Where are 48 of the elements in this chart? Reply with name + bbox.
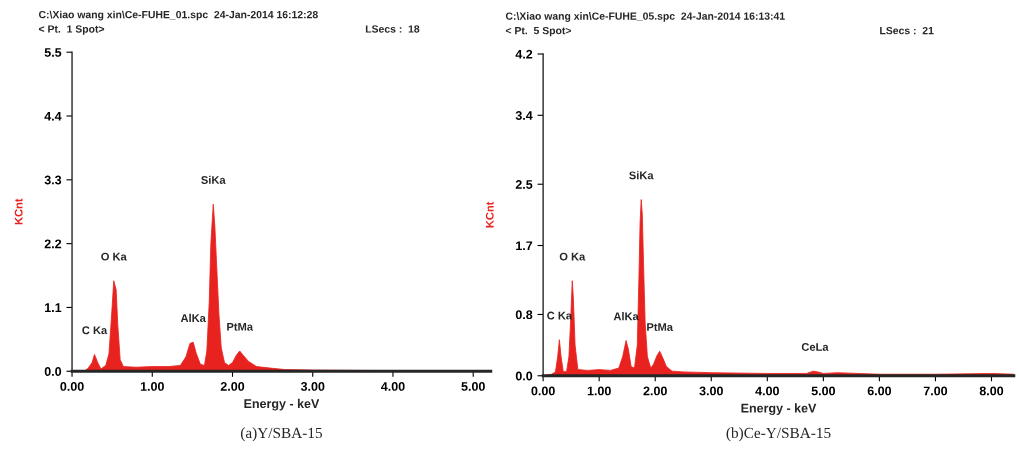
x-tick-label: 0.00 xyxy=(60,382,84,391)
x-tick-label: 3.00 xyxy=(699,386,723,396)
x-tick-label: 4.00 xyxy=(381,382,405,391)
y-axis-title: KCnt xyxy=(14,198,23,225)
y-tick-label: 3.3 xyxy=(44,175,62,185)
x-tick-label: 8.00 xyxy=(979,386,1004,396)
annotation: AlKa xyxy=(180,313,206,322)
y-tick-label: 1.1 xyxy=(45,303,62,312)
x-tick-label: 0.00 xyxy=(531,386,555,396)
text: (b)Ce-Y/SBA-15 xyxy=(726,427,831,442)
text: < Pt. 1 Spot> xyxy=(38,25,105,35)
annotation: SiKa xyxy=(629,171,654,180)
y-tick-label: 0.8 xyxy=(515,310,533,320)
x-tick-label: 6.00 xyxy=(867,386,892,396)
annotation: SiKa xyxy=(201,175,226,184)
y-tick-label: 3.4 xyxy=(515,111,533,120)
text: C:\Xiao wang xin\Ce-FUHE_01.spc 24-Jan-2014 16:12:28 xyxy=(38,10,318,21)
y-tick-label: 0.0 xyxy=(515,371,533,381)
x-tick-label: 1.00 xyxy=(587,386,611,396)
y-tick-label: 1.7 xyxy=(516,241,533,251)
annotation: O Ka xyxy=(101,252,127,261)
x-tick-label: 1.00 xyxy=(140,382,164,391)
y-tick-label: 0.0 xyxy=(44,367,62,376)
annotation: O Ka xyxy=(559,252,586,261)
x-tick-label: 5.00 xyxy=(811,386,836,396)
x-tick-label: 7.00 xyxy=(923,386,948,396)
y-tick-label: 2.5 xyxy=(515,180,533,189)
text: LSecs : 21 xyxy=(880,26,934,35)
x-tick-label: 4.00 xyxy=(755,386,779,396)
text: LSecs : 18 xyxy=(365,25,420,33)
x-axis-title: Energy - keV xyxy=(244,398,320,411)
y-tick-label: 2.2 xyxy=(44,239,62,249)
x-tick-label: 2.00 xyxy=(643,386,667,396)
annotation: PtMa xyxy=(647,323,674,331)
y-tick-label: 4.4 xyxy=(44,111,62,121)
annotation: CeLa xyxy=(801,343,829,351)
x-tick-label: 3.00 xyxy=(300,382,325,391)
x-tick-label: 5.00 xyxy=(461,382,485,391)
y-axis-title: KCnt xyxy=(485,201,494,228)
x-axis-title: Energy - keV xyxy=(741,403,817,416)
x-tick-label: 2.00 xyxy=(220,382,245,391)
text: (a)Y/SBA-15 xyxy=(240,427,323,442)
y-tick-label: 4.2 xyxy=(515,49,533,59)
annotation: C Ka xyxy=(82,326,108,335)
text: < Pt. 5 Spot> xyxy=(505,26,572,37)
y-tick-label: 5.5 xyxy=(44,48,62,57)
text: C:\Xiao wang xin\Ce-FUHE_05.spc 24-Jan-2014 16:13:41 xyxy=(505,12,785,22)
annotation: PtMa xyxy=(227,322,254,331)
